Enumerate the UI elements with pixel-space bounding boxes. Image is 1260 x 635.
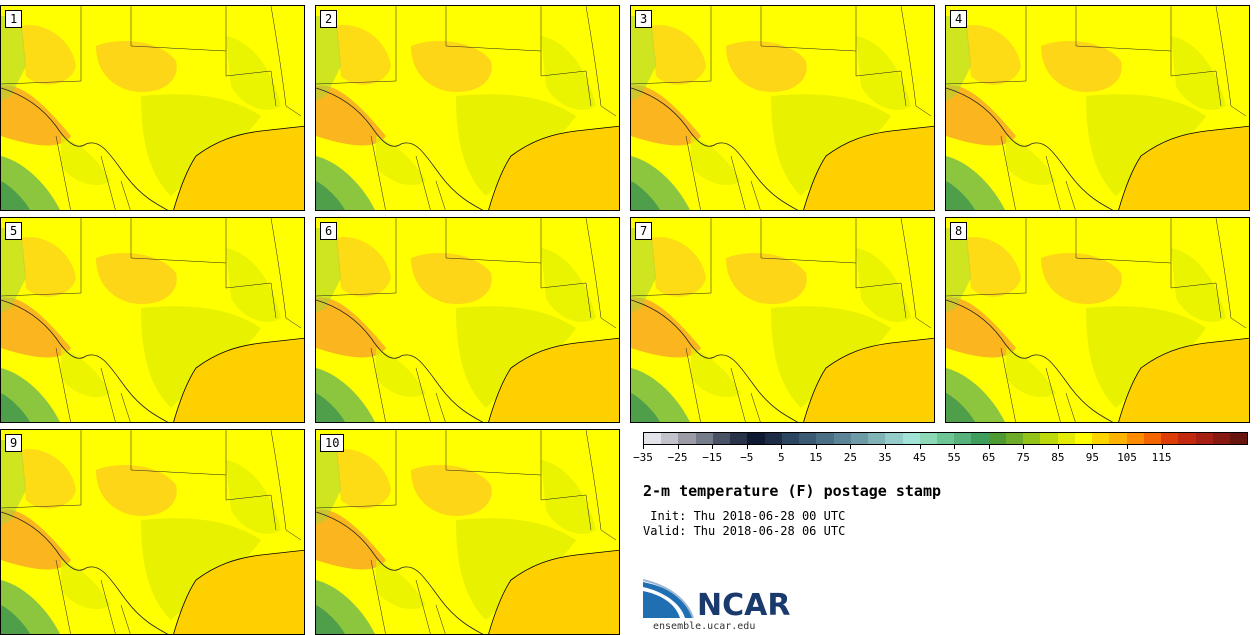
ensemble-member-panel: 6	[315, 217, 620, 423]
member-number-label: 10	[320, 434, 345, 452]
member-number-label: 2	[320, 10, 338, 28]
colorbar-segment	[764, 433, 782, 444]
colorbar-tick-label: −25	[667, 451, 688, 464]
colorbar-segment	[1092, 433, 1110, 444]
colorbar-tick	[988, 445, 990, 449]
colorbar-tick	[954, 445, 956, 449]
colorbar-segment	[1057, 433, 1075, 444]
colorbar-segment	[712, 433, 731, 444]
colorbar-tick-label: 105	[1117, 451, 1137, 464]
colorbar-tick-label: 35	[878, 451, 892, 464]
colorbar-segment	[781, 433, 800, 444]
colorbar-tick-label: 25	[843, 451, 858, 464]
ensemble-member-panel: 5	[0, 217, 305, 423]
colorbar-segment	[644, 433, 662, 444]
ensemble-member-panel: 2	[315, 5, 620, 211]
init-time: Init: Thu 2018-06-28 00 UTC	[643, 509, 846, 523]
colorbar-segment	[661, 433, 679, 444]
colorbar-tick	[1092, 445, 1094, 449]
colorbar-tick-label: 85	[1051, 451, 1065, 464]
member-number-label: 7	[635, 222, 653, 240]
ncar-logo-icon	[643, 579, 694, 619]
colorbar-segment	[799, 433, 817, 444]
colorbar-segment	[1126, 433, 1144, 444]
colorbar-tick	[1161, 445, 1163, 449]
colorbar-tick-label: 45	[912, 451, 927, 464]
colorbar	[643, 432, 1248, 445]
colorbar-tick-label: −15	[702, 451, 723, 464]
colorbar-segment	[954, 433, 972, 444]
colorbar-segment	[988, 433, 1006, 444]
colorbar-segment	[936, 433, 955, 444]
member-number-label: 9	[5, 434, 23, 452]
colorbar-segment	[1074, 433, 1093, 444]
colorbar-segment	[1161, 433, 1179, 444]
member-number-label: 5	[5, 222, 23, 240]
colorbar-segment	[747, 433, 765, 444]
colorbar-segment	[1178, 433, 1196, 444]
ensemble-member-panel: 4	[945, 5, 1250, 211]
valid-time: Valid: Thu 2018-06-28 06 UTC	[643, 524, 846, 538]
colorbar-segment	[1195, 433, 1213, 444]
colorbar-tick	[850, 445, 852, 449]
colorbar-tick	[885, 445, 886, 449]
ensemble-member-panel: 10	[315, 429, 620, 635]
colorbar-tick-label: 5	[777, 451, 785, 464]
member-number-label: 6	[320, 222, 338, 240]
colorbar-segment	[1229, 433, 1248, 444]
colorbar-segment	[1109, 433, 1127, 444]
colorbar-segment	[850, 433, 869, 444]
colorbar-segment	[695, 433, 713, 444]
colorbar-tick	[1127, 445, 1128, 449]
colorbar-tick	[1057, 445, 1059, 449]
colorbar-segment	[816, 433, 834, 444]
member-number-label: 3	[635, 10, 653, 28]
colorbar-segment	[919, 433, 937, 444]
colorbar-tick-label: 65	[982, 451, 996, 464]
colorbar-segment	[1040, 433, 1058, 444]
colorbar-tick-label: 75	[1016, 451, 1030, 464]
colorbar-tick	[1023, 445, 1025, 449]
ensemble-member-panel: 3	[630, 5, 935, 211]
colorbar-ticks: −35 −25 −15 −5 5 15 25 35 45 55 65 75 85 95 105 115	[633, 445, 1248, 469]
colorbar-tick	[815, 445, 817, 449]
colorbar-tick	[712, 445, 714, 449]
colorbar-segment	[1005, 433, 1024, 444]
plot-title: 2-m temperature (F) postage stamp	[643, 482, 942, 500]
colorbar-segment	[730, 433, 748, 444]
ensemble-member-panel: 8	[945, 217, 1250, 423]
colorbar-tick-label: 15	[809, 451, 823, 464]
colorbar-segment	[885, 433, 903, 444]
colorbar-segment	[971, 433, 989, 444]
colorbar-segment	[902, 433, 920, 444]
colorbar-tick	[643, 445, 644, 449]
member-number-label: 4	[950, 10, 968, 28]
colorbar-tick	[919, 445, 921, 449]
colorbar-tick	[746, 445, 748, 449]
colorbar-tick-label: −35	[633, 451, 653, 464]
colorbar-segment	[1212, 433, 1230, 444]
colorbar-segment	[868, 433, 886, 444]
colorbar-tick	[677, 445, 679, 449]
ncar-logo-text: NCAR	[697, 588, 791, 623]
colorbar-tick-label: 115	[1151, 451, 1172, 464]
colorbar-segment	[678, 433, 696, 444]
colorbar-tick-label: 55	[947, 451, 961, 464]
colorbar-tick	[781, 445, 783, 449]
colorbar-segment	[1023, 433, 1041, 444]
colorbar-segment	[1143, 433, 1162, 444]
ensemble-member-panel: 7	[630, 217, 935, 423]
member-number-label: 1	[5, 10, 23, 28]
member-number-label: 8	[950, 222, 968, 240]
colorbar-tick-label: 95	[1085, 451, 1100, 464]
ensemble-member-panel: 9	[0, 429, 305, 635]
ensemble-member-panel: 1	[0, 5, 305, 211]
url-text: ensemble.ucar.edu	[653, 621, 756, 632]
colorbar-tick-label: −5	[740, 451, 754, 464]
colorbar-segment	[833, 433, 851, 444]
